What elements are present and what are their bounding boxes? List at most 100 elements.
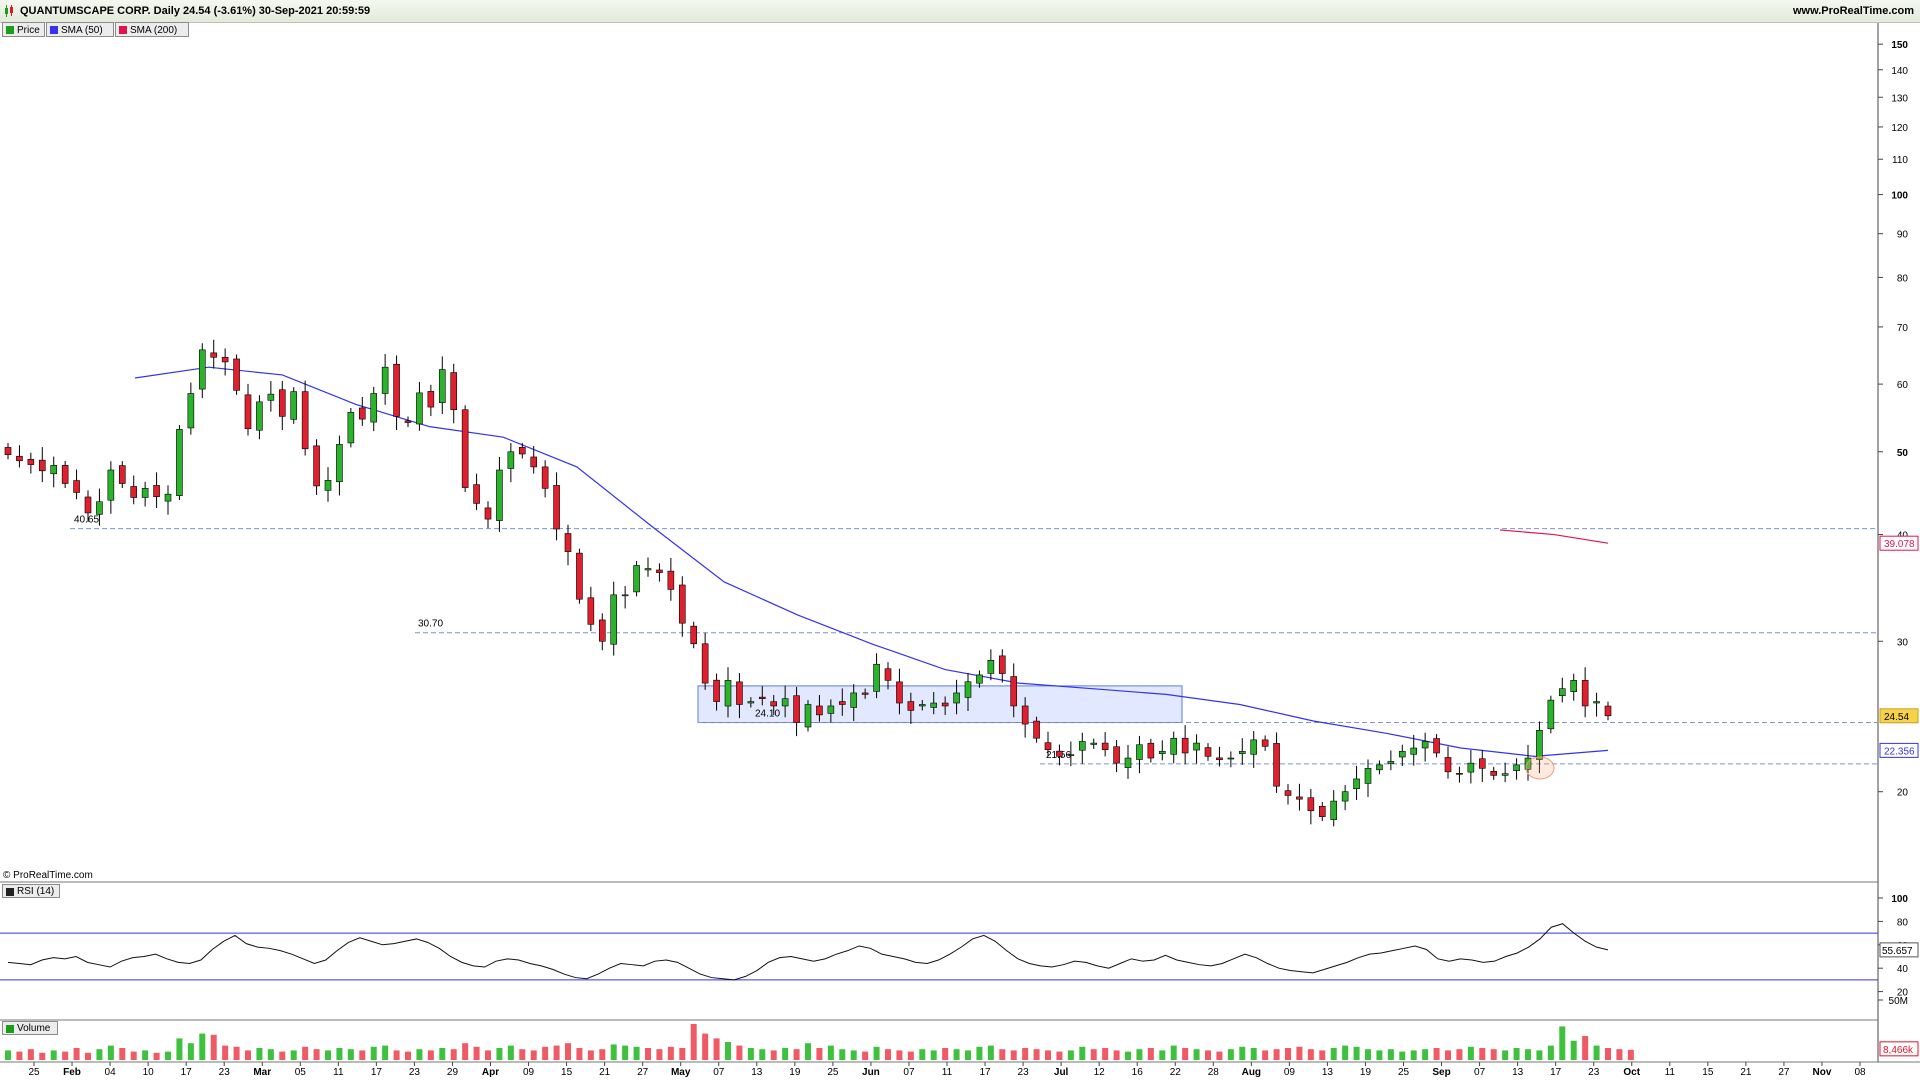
candle bbox=[416, 381, 423, 431]
candle-body bbox=[107, 469, 115, 501]
legend-sma50[interactable]: SMA (50) bbox=[46, 22, 114, 37]
candle-body bbox=[210, 352, 218, 358]
candle-body bbox=[1398, 751, 1406, 758]
candle-body bbox=[1250, 739, 1258, 755]
volume-bar bbox=[587, 1050, 594, 1060]
candle-body bbox=[1044, 742, 1052, 750]
candle bbox=[107, 461, 115, 514]
support-zone-layer bbox=[697, 685, 1183, 724]
volume-bar bbox=[427, 1050, 434, 1060]
volume-bar bbox=[770, 1050, 777, 1060]
candle bbox=[358, 396, 366, 426]
rsi-swatch bbox=[6, 888, 14, 896]
provider-url[interactable]: www.ProRealTime.com bbox=[1792, 5, 1914, 17]
volume-swatch bbox=[6, 1025, 14, 1033]
volume-bar bbox=[1033, 1049, 1040, 1060]
candle-body bbox=[290, 391, 298, 420]
x-tick-label: Mar bbox=[253, 1067, 271, 1078]
highlight-circle bbox=[1525, 756, 1555, 780]
volume-bar bbox=[187, 1043, 194, 1060]
candle bbox=[564, 524, 572, 566]
candle-body bbox=[1204, 747, 1212, 757]
candle bbox=[541, 460, 549, 498]
y-tick-label: 50 bbox=[1897, 448, 1909, 459]
x-tick-label: 11 bbox=[1665, 1067, 1676, 1078]
candle bbox=[1216, 746, 1223, 767]
x-tick-label: 27 bbox=[1778, 1067, 1790, 1078]
candle-body bbox=[1227, 757, 1235, 760]
candle-body bbox=[1593, 701, 1600, 704]
volume-bar bbox=[816, 1048, 823, 1060]
volume-bar bbox=[1616, 1049, 1623, 1060]
candle-body bbox=[176, 429, 183, 496]
level-label: 30.70 bbox=[418, 619, 443, 630]
volume-panel-label[interactable]: Volume bbox=[2, 1021, 58, 1035]
candle bbox=[1250, 731, 1258, 768]
volume-bar bbox=[1479, 1048, 1486, 1060]
legend-sma200[interactable]: SMA (200) bbox=[115, 22, 189, 37]
level-label: 40.65 bbox=[74, 515, 99, 526]
volume-bar bbox=[645, 1048, 651, 1060]
candle bbox=[701, 632, 709, 690]
candle bbox=[1238, 738, 1246, 765]
candle-body bbox=[1021, 705, 1029, 725]
candle-body bbox=[850, 692, 858, 708]
legend-price-label: Price bbox=[17, 25, 40, 36]
candle bbox=[290, 387, 298, 424]
volume-bar bbox=[747, 1048, 754, 1060]
candle-body bbox=[1558, 688, 1566, 696]
candle bbox=[736, 673, 743, 719]
candle-body bbox=[450, 372, 458, 411]
rsi-panel-label[interactable]: RSI (14) bbox=[2, 884, 60, 898]
candle bbox=[450, 363, 458, 424]
candle-body bbox=[221, 356, 229, 363]
x-tick-label: 17 bbox=[181, 1067, 193, 1078]
candle bbox=[393, 355, 400, 430]
candle-body bbox=[198, 349, 206, 390]
sma-layer bbox=[134, 366, 1609, 757]
candle-body bbox=[416, 392, 423, 425]
candle bbox=[278, 380, 286, 430]
candle-body bbox=[873, 663, 880, 692]
candle bbox=[336, 435, 343, 496]
candle-body bbox=[50, 465, 58, 475]
x-tick-label: 15 bbox=[561, 1067, 573, 1078]
volume-bar bbox=[347, 1049, 354, 1060]
x-tick-label: 25 bbox=[28, 1067, 40, 1078]
volume-bar bbox=[565, 1043, 571, 1060]
candle bbox=[1536, 721, 1543, 774]
candles-layer bbox=[4, 339, 1612, 827]
candle-body bbox=[861, 692, 869, 695]
candle-body bbox=[816, 705, 823, 716]
candle-body bbox=[1010, 676, 1018, 707]
candle-body bbox=[827, 705, 835, 714]
volume-bar bbox=[210, 1034, 217, 1060]
candle bbox=[301, 380, 309, 456]
volume-bar bbox=[485, 1050, 491, 1060]
legend-price[interactable]: Price bbox=[2, 22, 45, 37]
volume-bar bbox=[553, 1045, 560, 1060]
volume-bar bbox=[1330, 1048, 1337, 1060]
candle bbox=[1433, 734, 1440, 758]
volume-bar bbox=[667, 1046, 674, 1060]
volume-bar bbox=[736, 1045, 743, 1060]
volume-bar bbox=[1307, 1049, 1314, 1060]
candle-body bbox=[1307, 797, 1315, 812]
candle bbox=[1467, 750, 1475, 784]
volume-bar bbox=[1376, 1050, 1383, 1060]
volume-bar bbox=[599, 1049, 606, 1060]
candle bbox=[804, 700, 812, 732]
candle-body bbox=[1113, 746, 1120, 764]
x-tick-label: 23 bbox=[409, 1067, 421, 1078]
volume-bar bbox=[279, 1051, 286, 1060]
volume-bar bbox=[1193, 1049, 1200, 1060]
candlestick-icon bbox=[5, 5, 13, 17]
candle bbox=[496, 456, 503, 532]
candle-body bbox=[1181, 737, 1189, 754]
volume-bar bbox=[999, 1049, 1006, 1060]
x-tick-label: Feb bbox=[63, 1067, 81, 1078]
candle bbox=[233, 354, 240, 395]
candle bbox=[27, 452, 35, 474]
candle-body bbox=[313, 445, 320, 487]
